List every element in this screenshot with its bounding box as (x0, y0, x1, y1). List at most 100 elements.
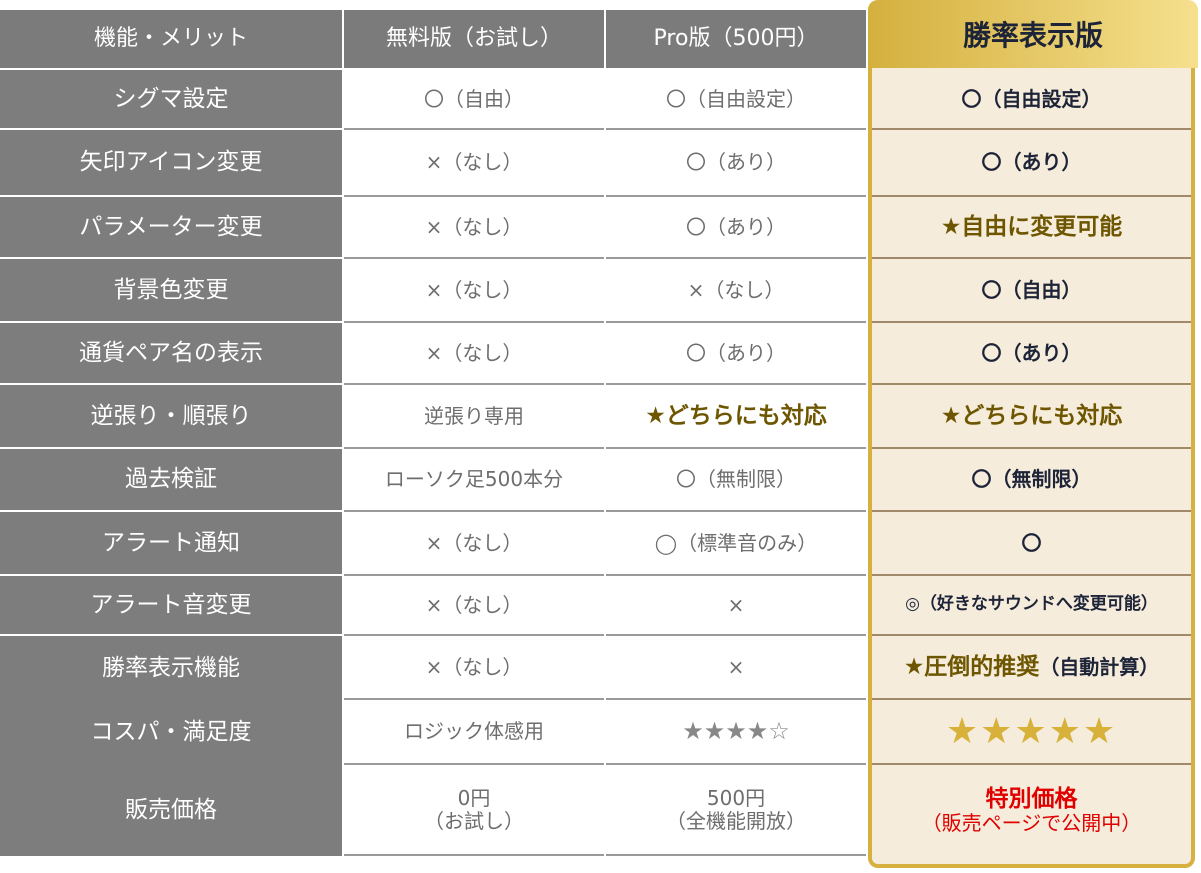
cell-free: 0円 （お試し） (344, 765, 604, 856)
cell-text: × (727, 654, 745, 679)
feature-label: 通貨ペア名の表示 (0, 323, 342, 385)
cell-free: ×（なし） (344, 512, 604, 576)
highlight-column (868, 0, 1195, 868)
cell-text: ★自由に変更可能 (940, 213, 1123, 240)
cell-winrate: ◎（好きなサウンドへ変更可能） (872, 576, 1191, 636)
cell-free: ×（なし） (344, 130, 604, 197)
cell-text: 〇 (1021, 530, 1042, 555)
cell-pro: 〇（あり） (606, 197, 866, 259)
cell-pro: 〇（無制限） (606, 449, 866, 512)
cell-free-content: 0円 （お試し） (424, 785, 524, 833)
header-feature: 機能・メリット (0, 10, 342, 68)
cell-free: ×（なし） (344, 259, 604, 323)
cell-text: 〇（無制限） (971, 467, 1092, 491)
cell-text: ★★★★☆ (682, 716, 790, 745)
cell-text: ◎（好きなサウンドへ変更可能） (905, 594, 1158, 615)
cell-winrate-content: ★どちらにも対応 (941, 403, 1123, 429)
cell-pro: 〇（あり） (606, 130, 866, 197)
cell-pro: ★★★★☆ (606, 700, 866, 765)
feature-label: アラート音変更 (0, 576, 342, 636)
cell-winrate-content: 〇（無制限） (972, 468, 1092, 491)
cell-text: ★どちらにも対応 (940, 402, 1123, 429)
cell-text: ★どちらにも対応 (645, 402, 827, 429)
feature-label: 勝率表示機能 (0, 636, 342, 700)
cell-winrate: ★どちらにも対応 (872, 385, 1191, 449)
header-free: 無料版（お試し） (344, 10, 604, 68)
cell-text: 0円 (457, 785, 491, 810)
cell-pro-content: 〇（あり） (686, 214, 786, 239)
cell-text: 〇（あり） (981, 340, 1082, 365)
cell-text: 〇（自由設定） (666, 86, 806, 111)
cell-text: ×（なし） (425, 214, 523, 239)
cell-free: ×（なし） (344, 636, 604, 700)
cell-free-content: ×（なし） (425, 654, 523, 679)
cell-pro-content: ★どちらにも対応 (645, 403, 827, 429)
cell-pro-content: × (727, 654, 745, 679)
cell-subtext: （お試し） (424, 808, 524, 833)
cell-free-content: ローソク足500本分 (385, 468, 563, 491)
cell-pro: × (606, 576, 866, 636)
cell-winrate: 〇（あり） (872, 323, 1191, 385)
cell-winrate-content: 特別価格 （販売ページで公開中） (922, 786, 1142, 835)
cell-text: 〇（あり） (686, 214, 786, 239)
cell-pro-content: 〇（無制限） (676, 468, 796, 491)
cell-winrate: 〇 (872, 512, 1191, 576)
cell-winrate: 〇（無制限） (872, 449, 1191, 512)
cell-winrate: ★圧倒的推奨（自動計算） (872, 636, 1191, 700)
cell-pro: ★どちらにも対応 (606, 385, 866, 449)
cell-winrate-content: 〇（あり） (981, 340, 1082, 365)
cell-pro: 〇（あり） (606, 323, 866, 385)
feature-label: シグマ設定 (0, 70, 342, 130)
cell-text: 〇（あり） (981, 150, 1082, 174)
cell-free-content: ×（なし） (426, 341, 523, 365)
cell-winrate: 〇（自由） (872, 259, 1191, 323)
cell-text: 〇（あり） (686, 340, 786, 365)
feature-label: 矢印アイコン変更 (0, 130, 342, 197)
cell-winrate: 特別価格 （販売ページで公開中） (872, 765, 1191, 856)
cell-text: ★★★★★ (945, 710, 1118, 752)
feature-label: 過去検証 (0, 449, 342, 512)
cell-text: ローソク足500本分 (384, 467, 564, 491)
cell-free-content: ロジック体感用 (404, 720, 544, 743)
cell-free-content: ×（なし） (425, 592, 523, 617)
cell-text: 〇（あり） (686, 150, 786, 174)
cell-subtext: （全機能開放） (666, 808, 806, 833)
cell-text: ×（なし） (425, 654, 523, 679)
cell-winrate-content: 〇 (1021, 530, 1042, 555)
cell-winrate: ★自由に変更可能 (872, 197, 1191, 259)
cell-text: ×（なし） (425, 277, 523, 302)
cell-free-content: 〇（自由） (424, 86, 524, 111)
cell-subtext: （販売ページで公開中） (921, 811, 1142, 836)
cell-free-content: ×（なし） (426, 151, 523, 174)
cell-text: 特別価格 (985, 785, 1078, 812)
feature-label: 販売価格 (0, 765, 342, 856)
cell-free: 逆張り専用 (344, 385, 604, 449)
cell-winrate-content: ★★★★★ (946, 711, 1117, 752)
cell-text: 〇（自由） (981, 277, 1082, 302)
cell-free: ×（なし） (344, 576, 604, 636)
cell-winrate: ★★★★★ (872, 700, 1191, 765)
cell-text: 500円 (706, 785, 766, 810)
feature-label: コスパ・満足度 (0, 700, 342, 765)
cell-pro: ×（なし） (606, 259, 866, 323)
cell-free: 〇（自由） (344, 70, 604, 130)
cell-text: ×（なし） (425, 530, 523, 555)
cell-free-content: 逆張り専用 (424, 404, 524, 428)
cell-text: ×（なし） (425, 592, 523, 617)
cell-pro: 500円 （全機能開放） (606, 765, 866, 856)
cell-text: ×（なし） (425, 150, 523, 174)
feature-label: アラート通知 (0, 512, 342, 576)
cell-text: ◯（標準音のみ） (654, 530, 818, 555)
cell-winrate: 〇（自由設定） (872, 70, 1191, 130)
cell-pro-content: 〇（あり） (686, 340, 786, 365)
feature-label: 逆張り・順張り (0, 385, 342, 449)
cell-pro-content: ◯（標準音のみ） (654, 530, 818, 555)
cell-winrate-content: ★自由に変更可能 (941, 214, 1123, 240)
cell-free-content: ×（なし） (425, 530, 523, 555)
cell-winrate-content: ★圧倒的推奨（自動計算） (904, 654, 1160, 680)
cell-free: ×（なし） (344, 197, 604, 259)
cell-pro-content: 500円 （全機能開放） (666, 785, 806, 833)
cell-text: 〇（自由） (424, 86, 524, 111)
cell-winrate-content: 〇（あり） (982, 151, 1082, 174)
cell-pro-content: 〇（自由設定） (666, 86, 806, 111)
